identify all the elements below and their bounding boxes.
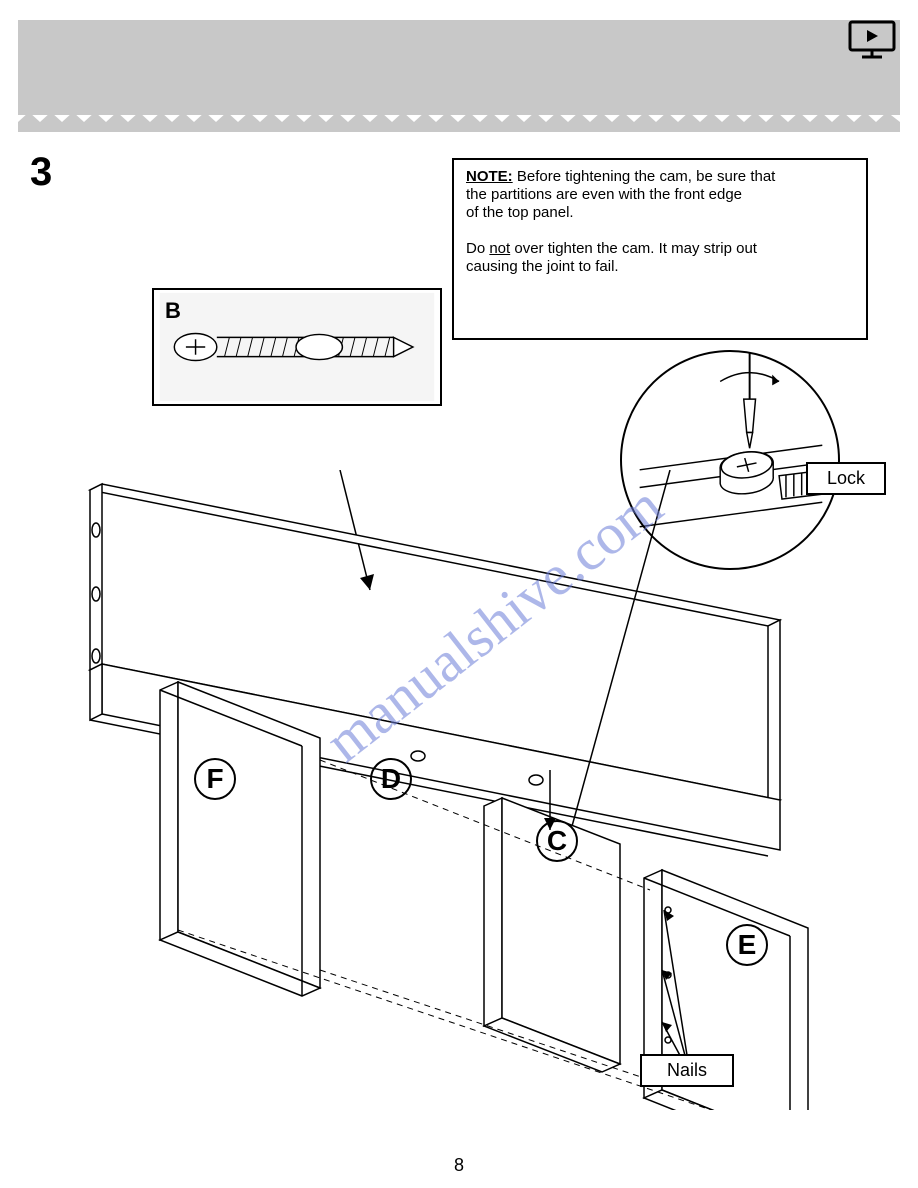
note-line4b: not (489, 240, 510, 257)
note-box: NOTE: Before tightening the cam, be sure… (452, 158, 868, 340)
note-line4c: over tighten the cam. It may strip out (510, 240, 757, 257)
panel-label-f: F (194, 758, 236, 800)
panel-label-c: C (536, 820, 578, 862)
video-icon (848, 20, 896, 60)
panel-label-d: D (370, 758, 412, 800)
nails-label: Nails (640, 1054, 734, 1087)
header-bar (18, 20, 900, 115)
note-title: NOTE: (466, 168, 513, 185)
note-line2: the partitions are even with the front e… (466, 186, 742, 203)
note-line3: of the top panel. (466, 204, 574, 221)
note-line1: Before tightening the cam, be sure that (517, 168, 776, 185)
note-line4a: Do (466, 240, 489, 257)
lock-label: Lock (806, 462, 886, 495)
zigzag-divider (18, 112, 900, 132)
screw-callout-label: B (165, 298, 181, 324)
panel-label-e: E (726, 924, 768, 966)
page-number: 8 (0, 1155, 918, 1176)
step-number: 3 (30, 150, 52, 195)
main-assembly-drawing (60, 470, 860, 1110)
screw-callout-box (152, 288, 442, 406)
note-line5: causing the joint to fail. (466, 258, 619, 275)
